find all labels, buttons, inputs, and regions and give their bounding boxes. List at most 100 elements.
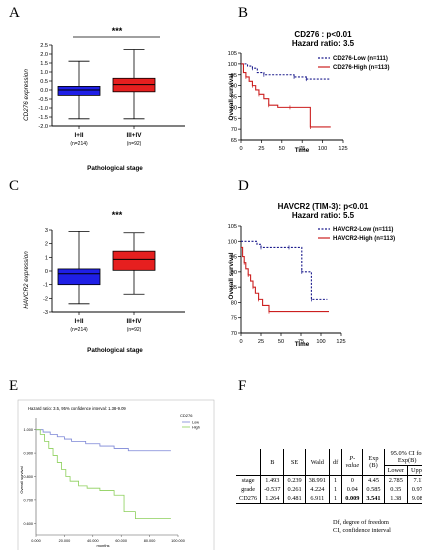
- table-cell: 1.38: [383, 494, 408, 504]
- y-tick-label: 105: [228, 51, 237, 57]
- table-row: grade -0.537 0.261 4.224 1 0.04 0.585 0.…: [236, 485, 422, 494]
- table-header-cell: [236, 449, 261, 476]
- table-cell: 1.264: [260, 494, 284, 504]
- y-tick-label: 85: [231, 285, 237, 291]
- xlabel-e: months: [96, 543, 109, 548]
- box: [57, 268, 101, 286]
- y-tick-label: 70: [231, 127, 237, 133]
- y-tick-label: 75: [231, 316, 237, 322]
- legend-label: CD276-High (n=113): [333, 65, 390, 71]
- title-b: CD276 : p<0.01: [294, 30, 352, 39]
- x-tick-label: 100.000: [171, 539, 185, 543]
- legend-label: High: [192, 425, 200, 429]
- table-header-cell: df: [328, 449, 342, 476]
- panel-letter-a: A: [9, 5, 20, 21]
- y-tick-label: 0.0: [40, 88, 48, 94]
- table-row: stage 1.493 0.239 38.991 1 0 4.45 2.785 …: [236, 475, 422, 485]
- legend-label: Low: [192, 420, 199, 424]
- survival-chart-e: Hazard ratio: 3.5, 95% confidence interv…: [17, 399, 215, 550]
- group-count-label: (n=92): [127, 327, 142, 333]
- group-count-label: (n=214): [70, 327, 88, 333]
- y-tick-label: 70: [231, 331, 237, 337]
- table-cell: CD276: [236, 494, 261, 504]
- xlabel-d: Time: [295, 341, 310, 348]
- x-tick-label: 25: [258, 339, 264, 345]
- table-header-cell: SE: [283, 449, 306, 476]
- x-tick-label: 20.000: [59, 539, 71, 543]
- table-cell: 0.261: [283, 485, 306, 494]
- x-tick-label: 50: [279, 146, 285, 152]
- x-tick-label: I+II: [75, 318, 84, 325]
- table-cell: 9.089: [406, 494, 422, 504]
- y-tick-label: 0.700: [23, 498, 33, 502]
- table-cell: 1: [328, 475, 342, 485]
- xlabel-a: Pathological stage: [87, 165, 143, 172]
- table-cell: 0.585: [362, 485, 385, 494]
- box: [57, 86, 101, 96]
- y-tick-label: 0.600: [23, 522, 33, 526]
- x-tick-label: 80.000: [144, 539, 156, 543]
- xlabel-b: Time: [295, 147, 310, 154]
- y-tick-label: 80: [231, 105, 237, 111]
- x-tick-label: 125: [338, 146, 347, 152]
- table-cell: 0.35: [383, 485, 408, 494]
- table-cell: 1.493: [260, 475, 284, 485]
- y-tick-label: 100: [228, 239, 237, 245]
- table-header-cell: Wald: [304, 449, 330, 476]
- y-tick-label: 90: [231, 270, 237, 276]
- chart-frame-e: [17, 399, 215, 550]
- panel-letter-d: D: [238, 178, 249, 194]
- x-tick-label: 25: [258, 146, 264, 152]
- subtitle-d: Hazard ratio: 5.5: [292, 211, 355, 220]
- survival-curve-high: [241, 246, 329, 313]
- y-tick-label: 1.5: [40, 61, 48, 67]
- y-tick-label: 2: [45, 242, 48, 248]
- y-tick-label: 85: [231, 95, 237, 101]
- title-e: Hazard ratio: 3.5, 95% confidence interv…: [28, 406, 126, 411]
- subtitle-b: Hazard ratio: 3.5: [292, 39, 355, 48]
- significance-c: ***: [112, 210, 123, 220]
- y-tick-label: 1: [45, 255, 48, 261]
- box: [112, 250, 156, 271]
- table-cell: 0.975: [406, 485, 422, 494]
- y-tick-label: 95: [231, 255, 237, 261]
- x-tick-label: 40.000: [87, 539, 99, 543]
- y-tick-label: 1.0: [40, 70, 48, 76]
- table-cell: 38.991: [304, 475, 330, 485]
- group-count-label: (n=214): [70, 141, 88, 147]
- y-tick-label: -0.5: [38, 97, 48, 103]
- y-tick-label: 0: [45, 269, 48, 275]
- table-cell: 1: [328, 485, 342, 494]
- x-tick-label: 75: [298, 339, 304, 345]
- ylabel-d: Overall survival: [228, 252, 235, 299]
- panel-letter-e: E: [9, 378, 19, 394]
- survival-curve-high: [36, 429, 171, 520]
- y-tick-label: 0.800: [23, 475, 33, 479]
- x-tick-label: 60.000: [115, 539, 127, 543]
- group-count-label: (n=92): [127, 141, 142, 147]
- x-tick-label: 100: [318, 146, 327, 152]
- table-cell: 7.11: [406, 475, 422, 485]
- table-cell: grade: [241, 486, 256, 493]
- y-tick-label: -3: [43, 310, 48, 316]
- title-d: HAVCR2 (TIM-3): p<0.01: [278, 202, 369, 211]
- legend-label: CD276-Low (n=111): [333, 56, 388, 62]
- legend-label: HAVCR2-Low (n=111): [333, 227, 393, 233]
- boxplot-a: *** CD276 expression Pathological stage …: [23, 26, 185, 172]
- y-tick-label: 0.5: [40, 79, 48, 85]
- table-footnote-ci: CI, confidence interval: [333, 527, 391, 534]
- survival-chart-d: HAVCR2 (TIM-3): p<0.01 Hazard ratio: 5.5…: [228, 202, 395, 348]
- table-cell: 1: [328, 494, 342, 504]
- table-cell: 0.239: [283, 475, 306, 485]
- x-tick-label: 0.000: [31, 539, 41, 543]
- ylabel-b: Overall survival: [228, 73, 235, 120]
- table-cell: -0.537: [260, 485, 284, 494]
- table-cell: 4.45: [362, 475, 385, 485]
- table-cell: 0: [341, 475, 363, 485]
- table-header-cell: P-value: [341, 449, 363, 476]
- y-tick-label: 105: [228, 224, 237, 230]
- table-cell: 4.224: [304, 485, 330, 494]
- table-header-row: Lower Upper: [236, 465, 422, 476]
- y-tick-label: 65: [231, 138, 237, 144]
- legend-label: HAVCR2-High (n=113): [333, 236, 395, 242]
